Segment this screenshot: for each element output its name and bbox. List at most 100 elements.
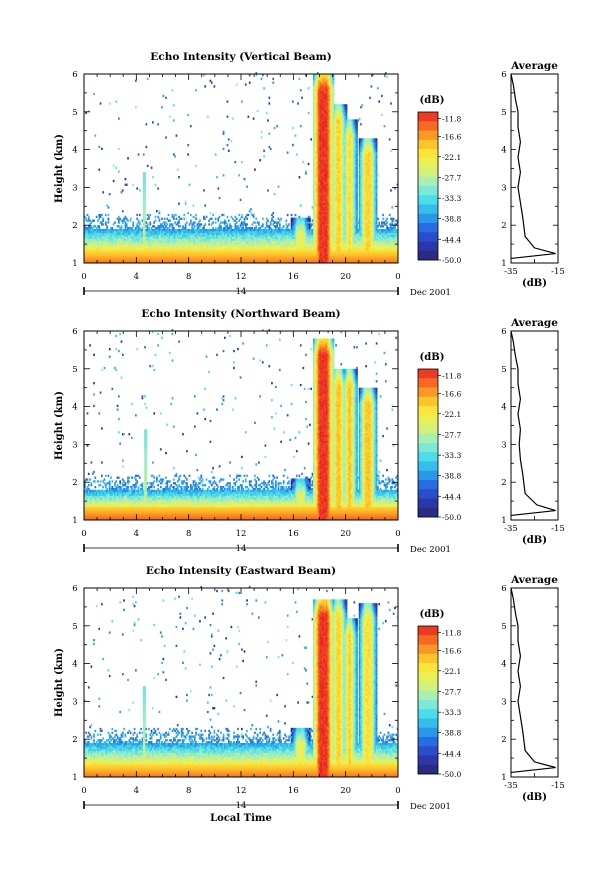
heatmap-cell <box>266 112 268 114</box>
heatmap-cell <box>183 214 185 216</box>
heatmap-cell <box>240 199 242 201</box>
heatmap-cell <box>176 218 178 220</box>
heatmap-cell <box>113 180 115 182</box>
heatmap-cell <box>261 131 263 133</box>
heatmap-cell <box>136 187 138 189</box>
heatmap-cell <box>236 83 238 85</box>
heatmap-cell <box>236 221 238 223</box>
heatmap-cell <box>139 189 141 191</box>
heatmap-cell <box>159 210 161 212</box>
heatmap-cell <box>250 208 252 210</box>
heatmap-cell <box>257 110 259 112</box>
heatmap-cell <box>212 221 214 223</box>
heatmap-cell <box>241 161 243 163</box>
heatmap-cell <box>223 174 225 176</box>
heatmap-cell <box>296 153 298 155</box>
heatmap-cell <box>168 214 170 216</box>
heatmap-cell <box>219 197 221 199</box>
heatmap-cell <box>155 220 157 222</box>
heatmap-cell <box>130 218 132 220</box>
heatmap-cell <box>278 186 280 188</box>
heatmap-cell <box>177 169 179 171</box>
heatmap-cell <box>174 155 176 157</box>
heatmap-cell <box>287 151 289 153</box>
heatmap-cell <box>263 87 265 89</box>
heatmap-cell <box>285 220 287 222</box>
heatmap-cell <box>199 220 201 222</box>
heatmap-cell <box>246 223 248 225</box>
heatmap-cell <box>88 216 90 218</box>
heatmap-cell <box>180 225 182 227</box>
heatmap-cell <box>164 218 166 220</box>
heatmap-cell <box>151 167 153 169</box>
heatmap-cell <box>208 223 210 225</box>
heatmap-cell <box>203 189 205 191</box>
heatmap-cell <box>232 117 234 119</box>
heatmap-cell <box>127 220 129 222</box>
heatmap-cell <box>172 223 174 225</box>
heatmap-cell <box>274 193 276 195</box>
heatmap-cell <box>223 131 225 133</box>
heatmap-cell <box>212 214 214 216</box>
heatmap-cell <box>147 223 149 225</box>
heatmap-cell <box>163 95 165 97</box>
heatmap-cell <box>145 146 147 148</box>
heatmap-cell <box>109 102 111 104</box>
heatmap-cell <box>161 218 163 220</box>
heatmap-cell <box>152 121 154 123</box>
heatmap-cell <box>194 225 196 227</box>
heatmap-cell <box>299 176 301 178</box>
heatmap-cell <box>279 223 281 225</box>
heatmap-cell <box>101 148 103 150</box>
heatmap-cell <box>253 117 255 119</box>
heatmap-cell <box>268 97 270 99</box>
heatmap-cell <box>190 214 192 216</box>
heatmap-cell <box>125 178 127 180</box>
heatmap-cell <box>176 134 178 136</box>
heatmap-cell <box>255 225 257 227</box>
heatmap-cell <box>244 178 246 180</box>
heatmap-cell <box>143 153 145 155</box>
heatmap-cell <box>248 116 250 118</box>
heatmap-cell <box>190 220 192 222</box>
heatmap-cell <box>215 218 217 220</box>
heatmap-cell <box>161 106 163 108</box>
heatmap-cell <box>173 104 175 106</box>
heatmap-cell <box>165 136 167 138</box>
heatmap-cell <box>109 193 111 195</box>
heatmap-cell <box>300 125 302 127</box>
heatmap-cell <box>302 161 304 163</box>
heatmap-cell <box>291 214 293 216</box>
heatmap-cell <box>147 78 149 80</box>
heatmap-cell <box>149 221 151 223</box>
heatmap-cell <box>231 225 233 227</box>
heatmap-cell <box>262 218 264 220</box>
heatmap-cell <box>159 218 161 220</box>
heatmap-cell <box>308 163 310 165</box>
heatmap-cell <box>253 214 255 216</box>
heatmap-cell <box>300 204 302 206</box>
heatmap-cell <box>210 212 212 214</box>
heatmap-cell <box>173 119 175 121</box>
heatmap-cell <box>227 100 229 102</box>
heatmap-cell <box>187 212 189 214</box>
heatmap-cell <box>139 214 141 216</box>
heatmap-cell <box>310 138 312 140</box>
heatmap-cell <box>181 218 183 220</box>
heatmap-cell <box>145 123 147 125</box>
heatmap-cell <box>193 204 195 206</box>
heatmap-cell <box>132 184 134 186</box>
heatmap-cell <box>183 218 185 220</box>
heatmap-cell <box>295 214 297 216</box>
heatmap-cell <box>220 225 222 227</box>
heatmap-cell <box>187 144 189 146</box>
heatmap-cell <box>295 134 297 136</box>
heatmap-cell <box>115 167 117 169</box>
heatmap-cell <box>204 85 206 87</box>
heatmap-cell <box>287 214 289 216</box>
heatmap-cell <box>280 218 282 220</box>
heatmap-cell <box>165 97 167 99</box>
heatmap-cell <box>122 189 124 191</box>
heatmap-cell <box>259 159 261 161</box>
heatmap-cell <box>227 223 229 225</box>
